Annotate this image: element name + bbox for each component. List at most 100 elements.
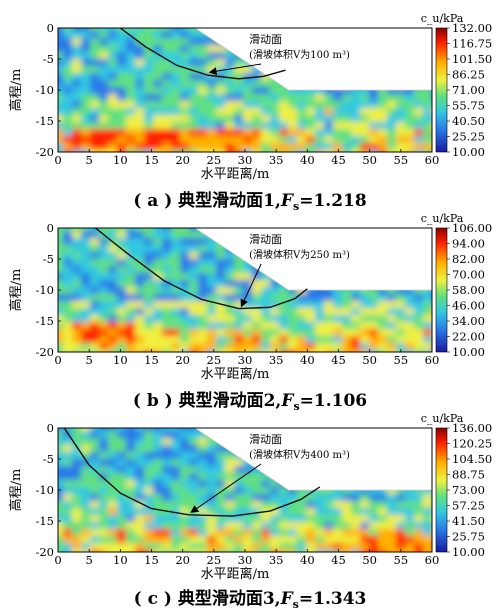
- y-tick-label: -5: [43, 452, 54, 466]
- x-tick-label: 20: [175, 153, 190, 167]
- y-tick-label: -20: [35, 345, 54, 359]
- y-tick-label: -10: [35, 83, 54, 97]
- colorbar-title: c_u/kPa: [421, 12, 464, 25]
- colorbar-tick-label: 101.50: [452, 52, 492, 66]
- slip-surface-curve: [63, 427, 321, 517]
- x-tick-label: 40: [300, 153, 315, 167]
- colorbar-tick-label: 22.00: [452, 330, 485, 344]
- colorbar-tick-label: 136.00: [452, 421, 492, 435]
- x-tick-label: 45: [331, 153, 346, 167]
- y-axis-label: 高程/m: [8, 269, 24, 312]
- slip-surface-curve: [94, 227, 308, 310]
- annotation-arrow: [190, 463, 262, 513]
- colorbar-tick-label: 41.50: [452, 514, 485, 528]
- y-tick-label: -5: [43, 252, 54, 266]
- x-tick-label: 40: [300, 353, 315, 367]
- x-tick-label: 35: [269, 153, 284, 167]
- annotation-arrow: [240, 263, 262, 308]
- x-axis-label: 水平距离/m: [201, 166, 270, 182]
- x-tick-label: 0: [54, 353, 61, 367]
- y-tick-label: -15: [35, 314, 54, 328]
- annotation-volume: (滑坡体积V为250 m³): [249, 248, 350, 261]
- x-tick-label: 45: [331, 353, 346, 367]
- colorbar-tick-label: 25.25: [452, 130, 485, 144]
- colorbar-tick-label: 57.25: [452, 499, 485, 513]
- x-tick-label: 15: [144, 153, 159, 167]
- x-tick-label: 30: [238, 153, 253, 167]
- x-tick-label: 60: [425, 153, 440, 167]
- x-tick-label: 40: [300, 553, 315, 567]
- x-tick-label: 10: [113, 553, 128, 567]
- x-tick-label: 25: [207, 353, 222, 367]
- panel-caption: ( a ) 典型滑动面1,Fs=1.218: [133, 190, 366, 213]
- x-tick-label: 55: [394, 553, 409, 567]
- y-tick-label: -15: [35, 514, 54, 528]
- colorbar: [435, 227, 448, 353]
- colorbar-tick-label: 116.75: [452, 37, 492, 51]
- colorbar-tick-label: 70.00: [452, 268, 485, 282]
- colorbar-title: c_u/kPa: [421, 412, 464, 425]
- y-tick-label: -10: [35, 283, 54, 297]
- annotation-title: 滑动面: [249, 433, 282, 446]
- x-tick-label: 10: [113, 353, 128, 367]
- x-tick-label: 25: [207, 553, 222, 567]
- colorbar-tick-label: 55.75: [452, 99, 485, 113]
- x-tick-label: 35: [269, 553, 284, 567]
- x-tick-label: 5: [86, 553, 93, 567]
- colorbar-tick-label: 10.00: [452, 545, 485, 559]
- panel-caption: ( b ) 典型滑动面2,Fs=1.106: [133, 390, 367, 413]
- y-tick-label: 0: [47, 21, 54, 35]
- colorbar-tick-label: 94.00: [452, 237, 485, 251]
- annotation-title: 滑动面: [249, 233, 282, 246]
- x-tick-label: 0: [54, 153, 61, 167]
- y-tick-label: -20: [35, 145, 54, 159]
- x-tick-label: 0: [54, 553, 61, 567]
- x-tick-label: 5: [86, 353, 93, 367]
- x-axis-label: 水平距离/m: [201, 566, 270, 582]
- y-tick-label: 0: [47, 421, 54, 435]
- x-tick-label: 60: [425, 353, 440, 367]
- colorbar-tick-label: 104.50: [452, 452, 492, 466]
- x-tick-label: 50: [362, 153, 377, 167]
- colorbar-tick-label: 25.75: [452, 530, 485, 544]
- colorbar-tick-label: 73.00: [452, 483, 485, 497]
- colorbar-tick-label: 120.25: [452, 437, 492, 451]
- x-tick-label: 20: [175, 553, 190, 567]
- colorbar-tick-label: 10.00: [452, 345, 485, 359]
- colorbar: [435, 27, 448, 153]
- x-tick-label: 25: [207, 153, 222, 167]
- x-tick-label: 55: [394, 353, 409, 367]
- annotation-volume: (滑坡体积V为100 m³): [249, 48, 350, 61]
- x-tick-label: 55: [394, 153, 409, 167]
- colorbar-tick-label: 58.00: [452, 283, 485, 297]
- chart-panel-1: 0 5 10 15 20 25 30 35 40 45 50 55 60 0 -5 -10 -15 -20 水平距离…: [8, 12, 492, 213]
- annotation-title: 滑动面: [249, 33, 282, 46]
- chart-panel-2: 0 5 10 15 20 25 30 35 40 45 50 55 60 0 -5 -10 -15 -20 水平距离…: [8, 212, 492, 413]
- y-tick-label: -10: [35, 483, 54, 497]
- x-tick-label: 50: [362, 553, 377, 567]
- panel-caption: ( c ) 典型滑动面3,Fs=1.343: [134, 588, 367, 611]
- x-tick-label: 20: [175, 353, 190, 367]
- colorbar-tick-label: 86.25: [452, 68, 485, 82]
- slip-surface-curve: [119, 27, 286, 80]
- colorbar-title: c_u/kPa: [421, 212, 464, 225]
- colorbar: [435, 427, 448, 553]
- x-tick-label: 30: [238, 553, 253, 567]
- colorbar-tick-label: 40.50: [452, 114, 485, 128]
- x-tick-label: 45: [331, 553, 346, 567]
- y-axis-label: 高程/m: [8, 469, 24, 512]
- colorbar-tick-label: 46.00: [452, 299, 485, 313]
- annotation-volume: (滑坡体积V为400 m³): [249, 448, 350, 461]
- chart-panel-3: 0 5 10 15 20 25 30 35 40 45 50 55 60 0 -5 -10 -15 -20 水平距离…: [8, 412, 492, 611]
- y-tick-label: -5: [43, 52, 54, 66]
- colorbar-tick-label: 10.00: [452, 145, 485, 159]
- x-tick-label: 35: [269, 353, 284, 367]
- colorbar-tick-label: 88.75: [452, 468, 485, 482]
- colorbar-tick-label: 82.00: [452, 252, 485, 266]
- x-tick-label: 30: [238, 353, 253, 367]
- x-tick-label: 10: [113, 153, 128, 167]
- y-tick-label: 0: [47, 221, 54, 235]
- x-tick-label: 5: [86, 153, 93, 167]
- colorbar-tick-label: 106.00: [452, 221, 492, 235]
